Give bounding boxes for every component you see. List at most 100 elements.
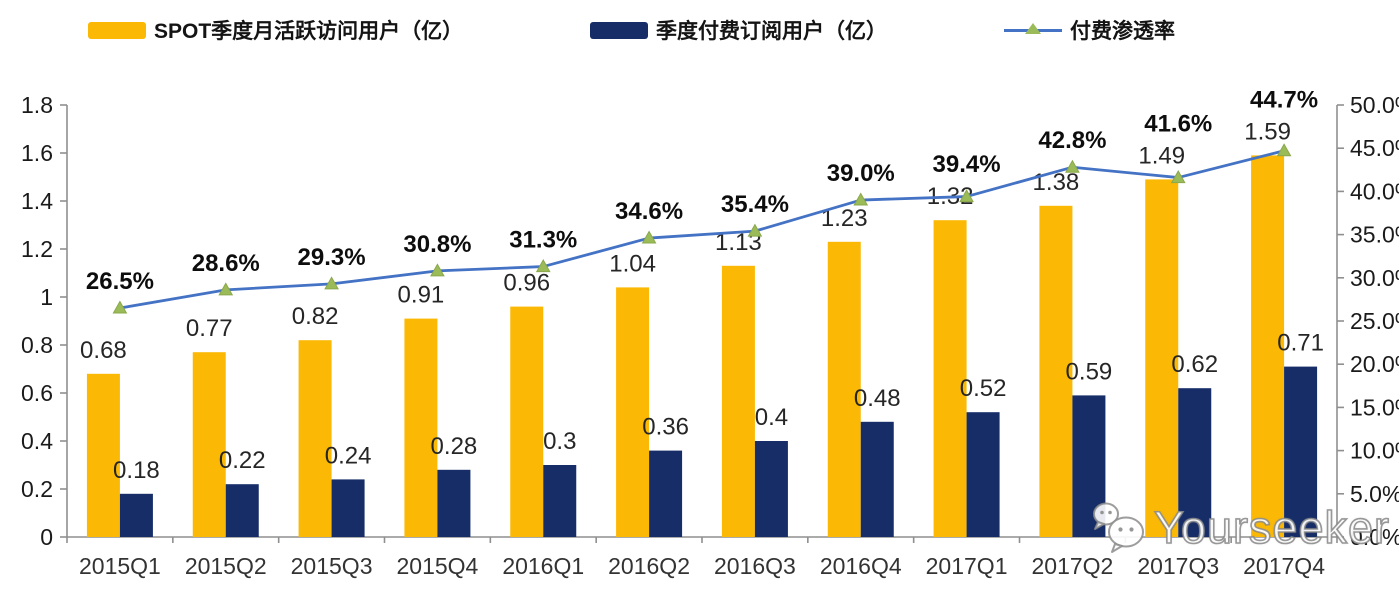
- right-axis-tick-label: 45.0%: [1350, 135, 1399, 161]
- x-axis-label: 2015Q2: [185, 553, 267, 579]
- legend-item-mau: SPOT季度月活跃访问用户（亿）: [88, 17, 463, 43]
- bar-subs-2017Q3: [1178, 388, 1212, 537]
- bar-subs-2017Q2: [1072, 395, 1106, 537]
- x-axis-label: 2017Q3: [1137, 553, 1219, 579]
- bar-mau-2016Q4: [827, 241, 861, 538]
- penetration-markers: [112, 143, 1292, 314]
- right-axis-ticks: 0.0% 5.0% 10.0% 15.0% 20.0% 25.0% 30.0% 35.0% 40…: [1337, 92, 1399, 550]
- right-axis-tick-label: 5.0%: [1350, 481, 1399, 507]
- subs-value-label: 0.3: [543, 428, 576, 455]
- penetration-pct-label: 28.6%: [192, 250, 260, 277]
- legend-label-mau: SPOT季度月活跃访问用户（亿）: [154, 20, 464, 43]
- bar-subs-2016Q1: [543, 465, 577, 537]
- mau-value-label: 0.77: [186, 315, 233, 342]
- bar-subs-2016Q2: [649, 450, 683, 537]
- x-axis-label: 2017Q4: [1243, 553, 1325, 579]
- penetration-pct-label: 44.7%: [1250, 86, 1318, 113]
- left-axis-ticks: 0 0.2 0.4 0.6 0.8 1 1.2 1.4 1.6 1.8: [21, 92, 67, 550]
- bar-mau-2017Q4: [1251, 155, 1285, 537]
- penetration-pct-label: 31.3%: [509, 227, 577, 254]
- legend-item-subs: 季度付费订阅用户（亿）: [590, 17, 887, 43]
- subs-value-label: 0.62: [1171, 351, 1218, 378]
- bar-mau-2017Q2: [1039, 205, 1073, 538]
- x-axis-label: 2017Q2: [1031, 553, 1113, 579]
- penetration-marker-2016Q1: [535, 259, 551, 273]
- penetration-pct-label: 29.3%: [298, 244, 366, 271]
- left-axis-tick-label: 0.8: [21, 332, 53, 358]
- bar-subs-2015Q1: [119, 493, 153, 537]
- right-axis-tick-label: 50.0%: [1350, 92, 1399, 118]
- left-axis-tick-label: 1.4: [21, 188, 53, 214]
- bar-mau-2017Q1: [933, 220, 967, 537]
- x-axis-label: 2016Q1: [502, 553, 584, 579]
- mau-value-label: 0.82: [292, 303, 339, 330]
- penetration-marker-2017Q2: [1065, 159, 1080, 173]
- penetration-marker-2017Q4: [1276, 143, 1292, 157]
- bar-subs-2017Q1: [966, 412, 1000, 537]
- penetration-marker-2015Q1: [112, 300, 128, 314]
- penetration-marker-2015Q4: [430, 263, 445, 277]
- mau-value-label: 1.04: [609, 250, 656, 277]
- penetration-line-marker-icon: [1004, 23, 1062, 37]
- penetration-pct-label: 30.8%: [403, 231, 471, 258]
- penetration-marker-2016Q2: [641, 230, 657, 244]
- left-axis-tick-label: 0.6: [21, 380, 53, 406]
- right-axis-tick-label: 10.0%: [1350, 438, 1399, 464]
- mau-value-label: 1.49: [1138, 142, 1185, 169]
- penetration-pct-labels: 26.5% 28.6% 29.3% 30.8% 31.3% 34.6% 35.4% 39.0%…: [86, 86, 1318, 295]
- penetration-pct-label: 39.4%: [933, 151, 1001, 178]
- right-axis-tick-label: 35.0%: [1350, 222, 1399, 248]
- penetration-pct-label: 34.6%: [615, 198, 683, 225]
- legend-label-subs: 季度付费订阅用户（亿）: [656, 20, 887, 43]
- bar-mau-2015Q2: [192, 352, 226, 537]
- right-axis-tick-label: 40.0%: [1350, 178, 1399, 204]
- subs-value-label: 0.18: [113, 457, 160, 484]
- mau-value-label: 1.59: [1244, 118, 1291, 145]
- x-axis-label: 2015Q3: [291, 553, 373, 579]
- subs-value-label: 0.71: [1277, 330, 1324, 357]
- bar-subs-2016Q4: [860, 421, 894, 537]
- penetration-marker-2017Q1: [959, 189, 974, 203]
- penetration-line: [119, 149, 1285, 310]
- subs-value-label: 0.24: [325, 442, 372, 469]
- penetration-marker-2016Q3: [747, 223, 763, 237]
- x-axis-label: 2016Q2: [608, 553, 690, 579]
- penetration-marker-2017Q3: [1170, 170, 1186, 184]
- x-axis-label: 2015Q4: [396, 553, 478, 579]
- x-axis-labels: 2015Q1 2015Q2 2015Q3 2015Q4 2016Q1 2016Q2 2016…: [79, 553, 1325, 579]
- right-axis-tick-label: 15.0%: [1350, 394, 1399, 420]
- subs-value-label: 0.28: [431, 433, 478, 460]
- right-axis-tick-label: 30.0%: [1350, 265, 1399, 291]
- bar-mau-2016Q3: [721, 265, 755, 537]
- left-axis-tick-label: 1.6: [21, 140, 53, 166]
- left-axis-tick-label: 0.2: [21, 476, 53, 502]
- bar-mau-2016Q2: [616, 287, 650, 537]
- bar-mau-2017Q3: [1145, 179, 1179, 537]
- subs-value-label: 0.4: [755, 404, 788, 431]
- bar-subs-2016Q3: [754, 441, 788, 537]
- bar-subs-2017Q4: [1284, 366, 1318, 537]
- left-axis-tick-label: 1: [40, 284, 53, 310]
- right-axis-tick-label: 25.0%: [1350, 308, 1399, 334]
- subs-value-label: 0.22: [219, 447, 266, 474]
- mau-value-label: 0.91: [398, 282, 445, 309]
- penetration-marker-2015Q3: [324, 276, 339, 290]
- mau-value-label: 0.68: [80, 337, 127, 364]
- penetration-pct-label: 41.6%: [1144, 110, 1212, 137]
- bars-mau: [86, 155, 1285, 538]
- right-axis-tick-label: 20.0%: [1350, 351, 1399, 377]
- penetration-pct-label: 35.4%: [721, 191, 789, 218]
- left-axis-tick-label: 1.8: [21, 92, 53, 118]
- left-axis-tick-label: 1.2: [21, 236, 53, 262]
- penetration-marker-2016Q4: [853, 192, 869, 206]
- subs-value-label: 0.48: [854, 385, 901, 412]
- legend-label-penetration: 付费渗透率: [1070, 20, 1175, 43]
- mau-value-label: 0.96: [503, 270, 550, 297]
- subs-value-label: 0.59: [1066, 358, 1113, 385]
- x-axis-label: 2017Q1: [926, 553, 1008, 579]
- left-axis-tick-label: 0: [40, 524, 53, 550]
- bar-subs-2015Q4: [437, 469, 471, 537]
- bar-subs-2015Q2: [225, 484, 259, 537]
- x-axis-label: 2016Q4: [820, 553, 902, 579]
- x-axis-ticks: [66, 537, 1338, 543]
